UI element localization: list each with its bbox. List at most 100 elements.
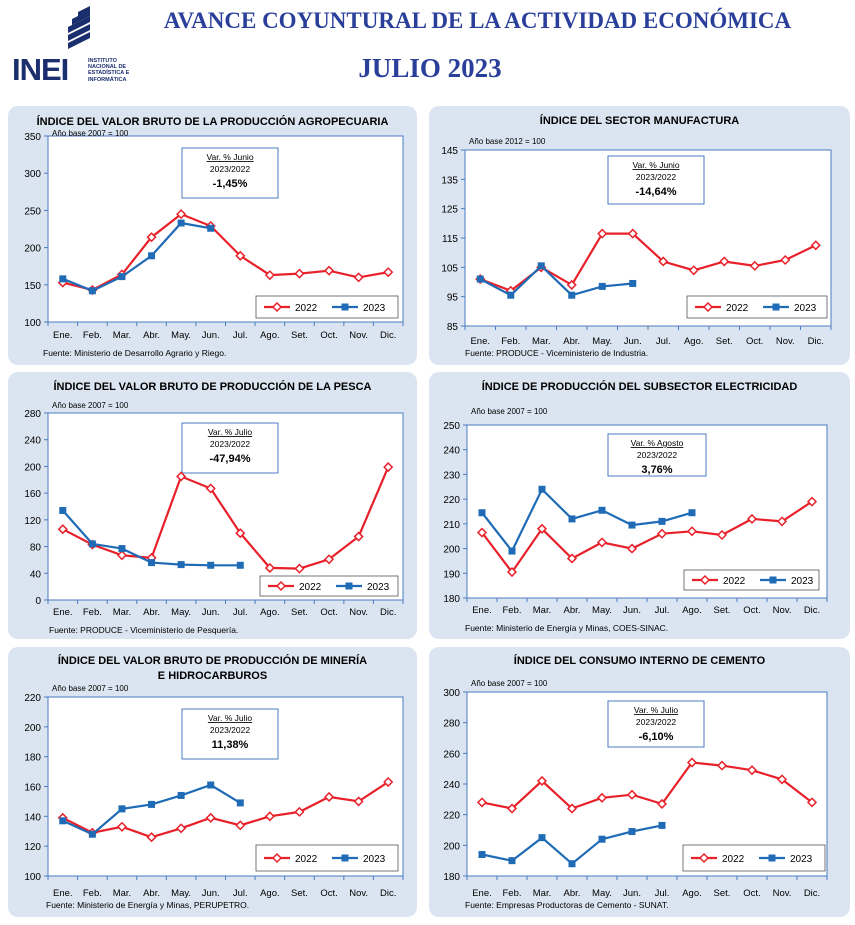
x-tick-label: Oct. [743,888,760,899]
y-tick-label: 80 [30,543,42,554]
variation-period: 2023/2022 [637,450,677,460]
legend-label-2022: 2022 [295,303,318,314]
y-tick-label: 280 [443,719,460,730]
point-2022 [746,513,758,524]
point-2022 [810,240,821,251]
source-note: Fuente: Ministerio de Energía y Minas, P… [46,900,249,910]
point-2022 [597,228,608,239]
point-2023 [508,547,516,555]
source-note: Fuente: Ministerio de Desarrollo Agrario… [43,348,226,358]
x-tick-label: Jun. [623,888,641,899]
point-2023 [148,252,156,260]
point-2022 [596,537,608,548]
x-tick-label: Oct. [320,888,337,899]
variation-label: Var. % Junio [632,160,679,170]
x-tick-label: Oct. [743,605,760,616]
x-tick-label: Jun. [623,605,641,616]
point-2022 [235,528,246,539]
x-tick-label: Dic. [804,605,820,616]
variation-period: 2023/2022 [210,725,250,735]
point-2023 [508,857,516,865]
x-tick-label: Ago. [260,330,280,341]
point-2022 [566,803,578,814]
point-2023 [598,835,606,843]
base-year-label: Año base 2007 = 100 [471,679,548,688]
variation-period: 2023/2022 [210,439,250,449]
point-2022 [264,562,275,574]
x-tick-label: Nov. [349,888,368,899]
chart-panel-agro: ÍNDICE DEL VALOR BRUTO DE LA PRODUCCIÓN … [8,106,417,365]
legend-marker-2022 [271,301,283,313]
chart-title: ÍNDICE DEL SECTOR MANUFACTURA [540,114,739,127]
x-tick-label: Abr. [143,330,160,341]
y-tick-label: 250 [443,421,460,432]
point-2022 [776,774,788,785]
point-2022 [264,811,275,822]
x-tick-label: Jul. [656,336,671,347]
point-2022 [780,254,791,266]
legend-marker-2023 [345,582,353,590]
point-2022 [626,789,638,800]
point-2022 [383,776,394,788]
point-2023 [538,834,546,842]
x-tick-label: Oct. [746,336,763,347]
variation-box [607,433,707,477]
x-tick-label: Jul. [233,607,248,618]
series-line-2023 [481,487,693,554]
x-tick-label: Mar. [533,888,551,899]
y-tick-label: 40 [30,569,42,580]
series-line-2022 [481,500,813,574]
inei-logo: INEI INSTITUTO NACIONAL DE ESTADÍSTICA E… [8,6,138,87]
legend-label-2022: 2022 [722,854,745,865]
series-line-2022 [62,466,390,570]
x-tick-label: Dic. [380,330,396,341]
legend-box [683,569,820,591]
y-tick-label: 350 [24,132,41,143]
legend-marker-2023 [341,303,349,311]
point-2023 [59,817,67,825]
y-tick-label: 220 [443,811,460,822]
point-2022 [536,775,548,786]
y-tick-label: 220 [443,495,460,506]
point-2022 [294,563,305,574]
x-tick-label: Jul. [655,888,670,899]
point-2022 [626,543,638,554]
y-tick-label: 95 [447,293,459,304]
point-2023 [59,275,67,283]
x-tick-label: Ene. [53,330,73,341]
point-2022 [746,765,758,776]
variation-label: Var. % Agosto [631,438,684,448]
y-tick-label: 140 [24,812,41,823]
x-tick-label: Oct. [320,607,337,618]
x-tick-label: Mar. [533,605,551,616]
chart-title: ÍNDICE DEL VALOR BRUTO DE PRODUCCIÓN DE … [53,380,371,393]
x-tick-label: Dic. [380,607,396,618]
y-tick-label: 300 [443,688,460,699]
point-2022 [176,471,187,482]
y-tick-label: 160 [24,489,41,500]
x-tick-label: Ago. [260,888,280,899]
legend-label-2022: 2022 [295,854,318,865]
x-tick-label: Jun. [202,888,220,899]
base-year-label: Año base 2007 = 100 [52,684,129,693]
point-2023 [236,561,244,569]
base-year-label: Año base 2007 = 100 [471,407,548,416]
x-tick-label: Set. [291,330,308,341]
point-2023 [207,561,215,569]
y-tick-label: 160 [24,783,41,794]
point-2023 [628,521,636,529]
point-2022 [323,791,335,803]
point-2022 [566,553,578,564]
point-2022 [716,529,728,541]
chart-panel-cemento: ÍNDICE DEL CONSUMO INTERNO DE CEMENTO Año… [429,647,850,917]
legend-label-2022: 2022 [723,576,746,587]
x-tick-label: Set. [291,607,308,618]
legend-marker-2023 [772,303,780,311]
y-tick-label: 240 [443,780,460,791]
series-line-2022 [62,212,389,292]
point-2022 [806,496,818,507]
point-2023 [118,805,126,813]
point-2022 [116,550,128,561]
point-2023 [629,279,637,287]
point-2023 [658,517,666,525]
